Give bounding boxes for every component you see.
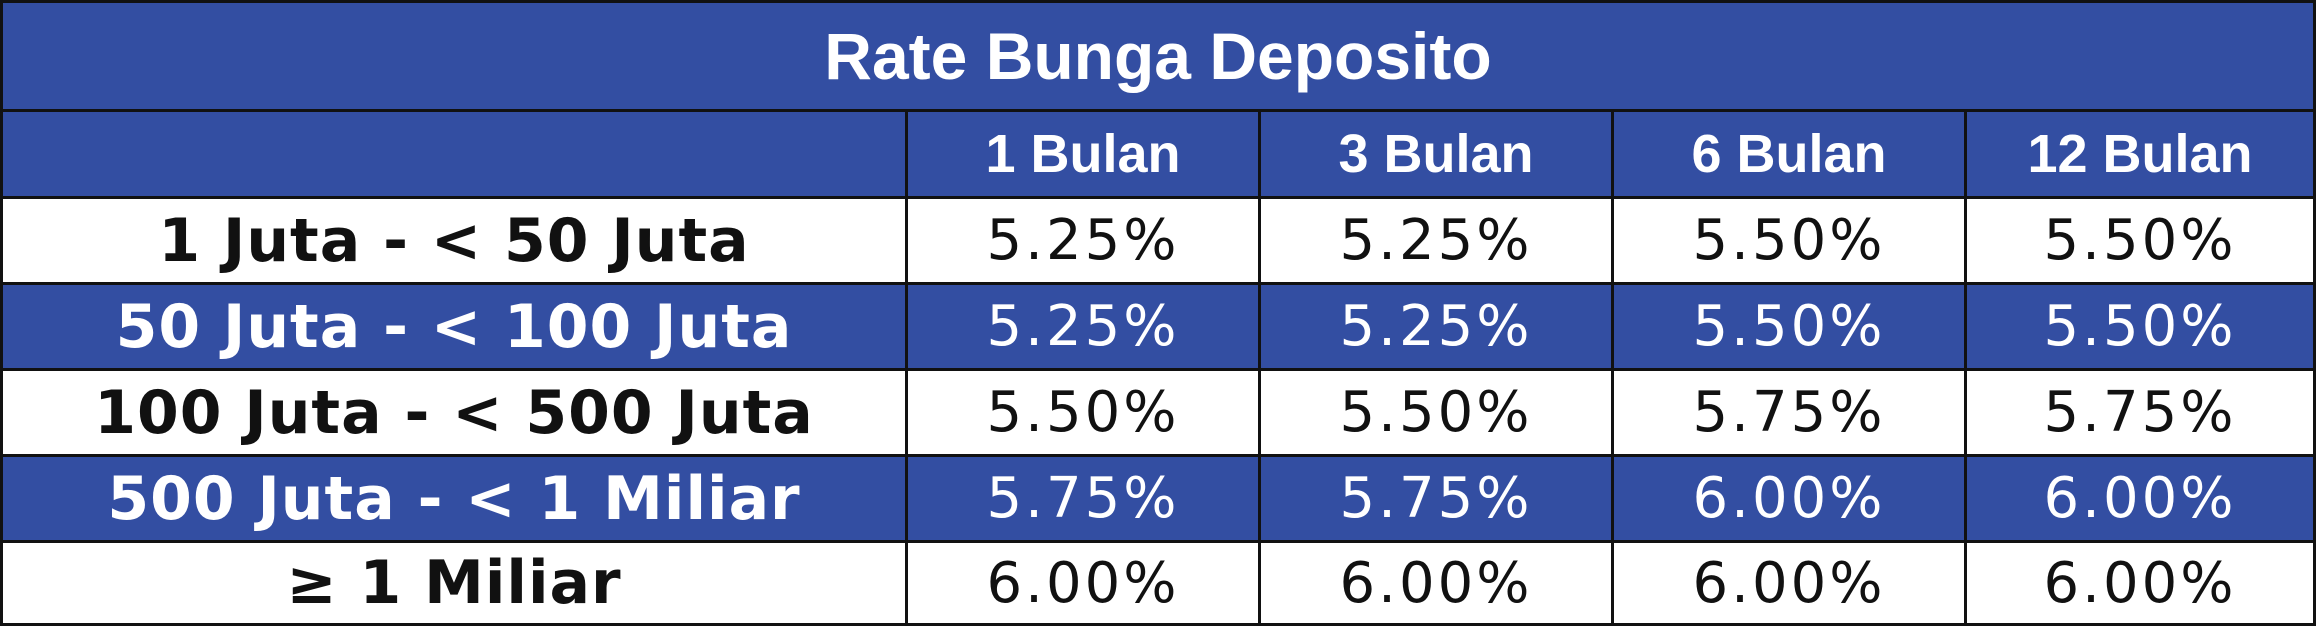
title-row: Rate Bunga Deposito xyxy=(3,3,2313,112)
tier-label: 1 Juta - < 50 Juta xyxy=(3,199,908,282)
tier-label: 50 Juta - < 100 Juta xyxy=(3,285,908,368)
rate-cell: 6.00% xyxy=(908,543,1261,623)
rate-cell: 6.00% xyxy=(1614,457,1967,540)
table-row: 500 Juta - < 1 Miliar 5.75% 5.75% 6.00% … xyxy=(3,457,2313,543)
rate-cell: 5.75% xyxy=(908,457,1261,540)
rate-cell: 6.00% xyxy=(1261,543,1614,623)
rate-cell: 5.25% xyxy=(908,285,1261,368)
rate-cell: 6.00% xyxy=(1614,543,1967,623)
rate-cell: 5.75% xyxy=(1261,457,1614,540)
table-row: 50 Juta - < 100 Juta 5.25% 5.25% 5.50% 5… xyxy=(3,285,2313,371)
rate-cell: 6.00% xyxy=(1967,543,2313,623)
rate-cell: 5.75% xyxy=(1614,371,1967,454)
header-term-6-bulan: 6 Bulan xyxy=(1614,112,1967,196)
rate-cell: 5.50% xyxy=(1967,199,2313,282)
header-term-3-bulan: 3 Bulan xyxy=(1261,112,1614,196)
rate-cell: 5.50% xyxy=(908,371,1261,454)
rate-cell: 5.50% xyxy=(1261,371,1614,454)
rate-cell: 5.25% xyxy=(1261,199,1614,282)
rate-cell: 5.25% xyxy=(908,199,1261,282)
table-title: Rate Bunga Deposito xyxy=(3,3,2313,109)
header-tier-cell xyxy=(3,112,908,196)
header-term-12-bulan: 12 Bulan xyxy=(1967,112,2313,196)
rate-cell: 5.50% xyxy=(1614,285,1967,368)
rate-cell: 6.00% xyxy=(1967,457,2313,540)
rate-cell: 5.25% xyxy=(1261,285,1614,368)
tier-label: 100 Juta - < 500 Juta xyxy=(3,371,908,454)
header-term-1-bulan: 1 Bulan xyxy=(908,112,1261,196)
table-row: 100 Juta - < 500 Juta 5.50% 5.50% 5.75% … xyxy=(3,371,2313,457)
tier-label: ≥ 1 Miliar xyxy=(3,543,908,623)
rate-cell: 5.75% xyxy=(1967,371,2313,454)
tier-label: 500 Juta - < 1 Miliar xyxy=(3,457,908,540)
table-row: 1 Juta - < 50 Juta 5.25% 5.25% 5.50% 5.5… xyxy=(3,199,2313,285)
header-row: 1 Bulan 3 Bulan 6 Bulan 12 Bulan xyxy=(3,112,2313,199)
rate-cell: 5.50% xyxy=(1614,199,1967,282)
table-row: ≥ 1 Miliar 6.00% 6.00% 6.00% 6.00% xyxy=(3,543,2313,623)
rate-cell: 5.50% xyxy=(1967,285,2313,368)
